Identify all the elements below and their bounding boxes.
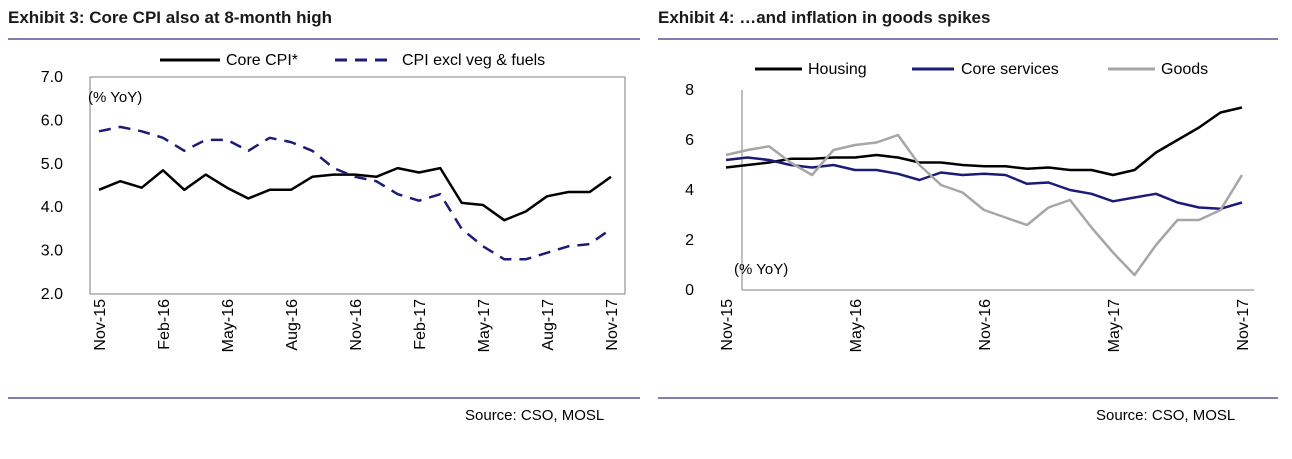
y-tick-label: 6.0: [41, 112, 63, 129]
x-tick-label: Nov-16: [977, 299, 994, 351]
top-rule: [658, 38, 1278, 40]
unit-label: (% YoY): [88, 89, 142, 106]
legend-label: Core services: [961, 61, 1059, 78]
exhibit-3-chart: 2.0 3.0 4.0 5.0 6.0 7.0 Nov-15 Feb-16 May-16 Aug-…: [41, 52, 626, 352]
exhibit-4-source: Source: CSO, MOSL: [1096, 407, 1236, 424]
y-tick-label: 7.0: [41, 69, 63, 86]
top-rule: [8, 38, 640, 40]
y-tick-label: 3.0: [41, 243, 63, 260]
x-tick-label: Aug-17: [540, 299, 557, 351]
y-tick-label: 6: [685, 132, 694, 149]
exhibit-4-panel: Exhibit 4: …and inflation in goods spike…: [650, 0, 1292, 459]
exhibit-3-title: Exhibit 3: Core CPI also at 8-month high: [8, 8, 332, 27]
exhibit-4-chart: 0 2 4 6 8 Nov-15 May-16 Nov-16 May-17 Nov-17 (% Yo…: [685, 61, 1254, 352]
legend-label: Core CPI*: [226, 52, 298, 69]
x-tick-label: Feb-17: [412, 299, 429, 350]
y-tick-label: 2: [685, 232, 694, 249]
series-line-2: [98, 125, 612, 261]
y-tick-label: 5.0: [41, 156, 63, 173]
x-tick-label: May-17: [1106, 299, 1123, 352]
series-line-3: [725, 133, 1244, 277]
unit-label: (% YoY): [734, 261, 788, 278]
plot-frame: [89, 76, 626, 295]
legend-label: CPI excl veg & fuels: [402, 52, 545, 69]
y-tick-label: 4: [685, 182, 694, 199]
x-tick-label: Nov-16: [348, 299, 365, 351]
x-tick-label: May-16: [220, 299, 237, 352]
bottom-rule: [8, 397, 640, 399]
x-tick-label: Nov-15: [719, 299, 736, 351]
exhibit-4-title: Exhibit 4: …and inflation in goods spike…: [658, 8, 991, 27]
x-tick-label: Nov-17: [1235, 299, 1252, 351]
series-line-1: [98, 166, 612, 222]
exhibit-3-panel: Exhibit 3: Core CPI also at 8-month high…: [0, 0, 642, 459]
x-tick-label: Nov-17: [604, 299, 621, 351]
legend-label: Goods: [1161, 61, 1208, 78]
x-tick-label: Feb-16: [156, 299, 173, 350]
x-tick-label: Nov-15: [92, 299, 109, 351]
y-tick-label: 0: [685, 282, 694, 299]
series-line-2: [725, 156, 1243, 211]
x-tick-label: Aug-16: [284, 299, 301, 351]
exhibit-3-source: Source: CSO, MOSL: [465, 407, 605, 424]
bottom-rule: [658, 397, 1278, 399]
series-line-1: [725, 106, 1243, 177]
y-tick-label: 2.0: [41, 286, 63, 303]
x-tick-label: May-17: [476, 299, 493, 352]
y-tick-label: 8: [685, 82, 694, 99]
legend-label: Housing: [808, 61, 867, 78]
y-tick-label: 4.0: [41, 199, 63, 216]
x-tick-label: May-16: [848, 299, 865, 352]
